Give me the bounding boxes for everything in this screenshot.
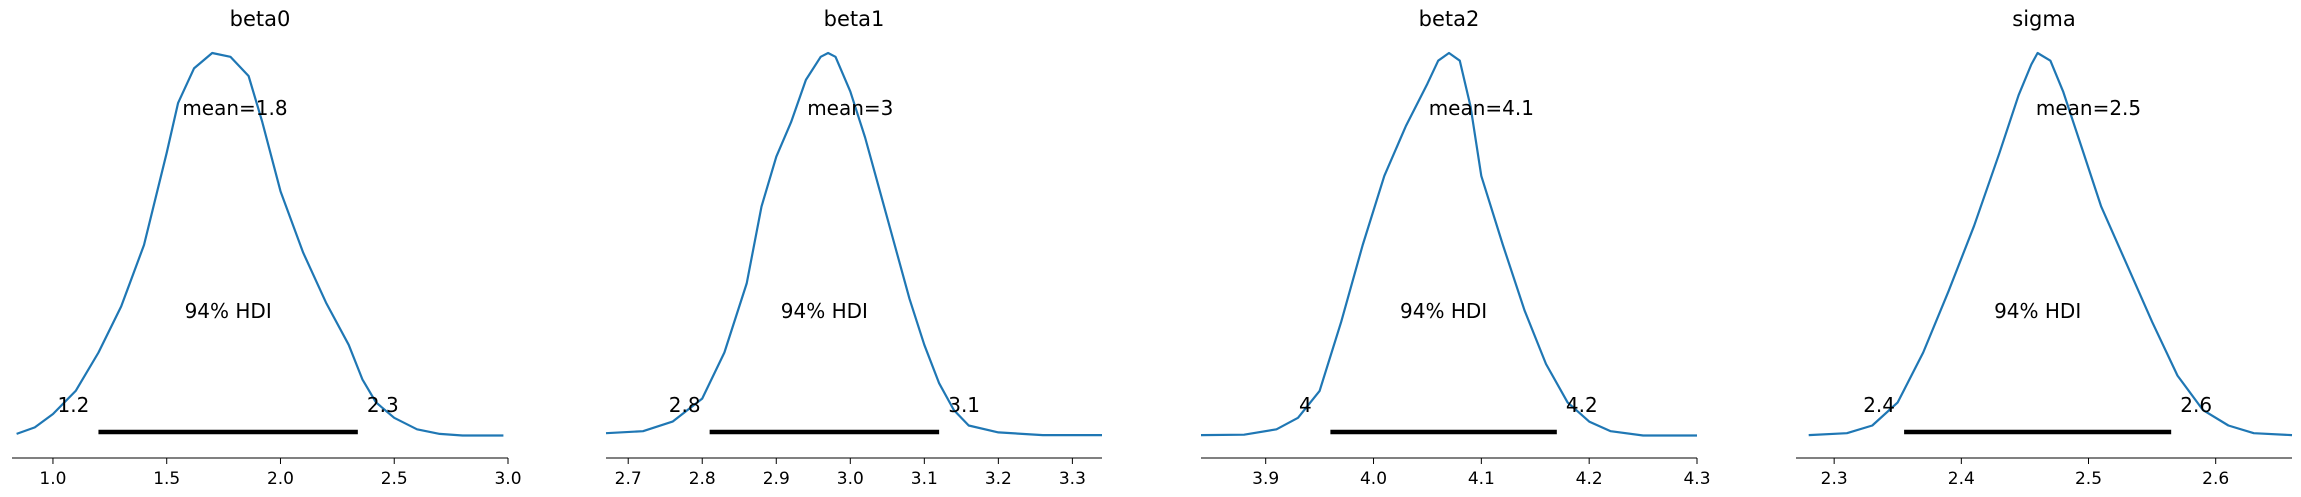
subplot-beta1: beta1 2.7 2.8 2.9 3.0 3.1 3.2 3.3 2.8 3.1 94% HDI m… (605, 7, 1102, 489)
x-tick-label: 4.2 (1576, 469, 1603, 489)
x-tick-label: 2.0 (267, 469, 294, 489)
hdi-low-label: 4 (1299, 393, 1312, 417)
mean-label: mean=1.8 (182, 96, 287, 120)
x-tick-label: 2.5 (381, 469, 408, 489)
x-tick-label: 2.9 (763, 469, 790, 489)
x-tick-label: 3.0 (494, 469, 521, 489)
x-tick-label: 4.3 (1683, 469, 1710, 489)
hdi-label: 94% HDI (185, 299, 272, 323)
x-tick-label: 2.5 (2075, 469, 2102, 489)
subplot-title: sigma (2012, 7, 2075, 31)
hdi-low-label: 2.8 (669, 393, 701, 417)
x-tick-label: 1.0 (39, 469, 66, 489)
mean-label: mean=4.1 (1429, 96, 1534, 120)
x-tick-label: 2.4 (1948, 469, 1975, 489)
hdi-label: 94% HDI (1994, 299, 2081, 323)
hdi-high-label: 3.1 (948, 393, 980, 417)
density-curve (605, 51, 1102, 437)
x-tick-label: 2.3 (1821, 469, 1848, 489)
hdi-high-label: 2.3 (367, 393, 399, 417)
subplot-beta0: beta0 1.0 1.5 2.0 2.5 3.0 1.2 2.3 94% HDI mean=1.… (12, 7, 522, 489)
density-curve (1200, 51, 1697, 437)
hdi-high-label: 4.2 (1566, 393, 1598, 417)
mean-label: mean=3 (807, 96, 893, 120)
hdi-low-label: 2.4 (1863, 393, 1895, 417)
subplot-title: beta1 (824, 7, 885, 31)
subplot-sigma: sigma 2.3 2.4 2.5 2.6 2.4 2.6 94% HDI mean=2.5 (1796, 7, 2293, 489)
x-tick-label: 2.6 (2202, 469, 2229, 489)
subplot-beta2: beta2 3.9 4.0 4.1 4.2 4.3 4 4.2 94% HDI mean=4.1 (1200, 7, 1711, 489)
x-tick-label: 4.1 (1468, 469, 1495, 489)
hdi-label: 94% HDI (781, 299, 868, 323)
x-tick-label: 2.7 (615, 469, 642, 489)
density-curve (1808, 51, 2293, 437)
hdi-low-label: 1.2 (58, 393, 90, 417)
x-tick-label: 2.8 (689, 469, 716, 489)
x-tick-label: 3.0 (837, 469, 864, 489)
subplot-title: beta0 (230, 7, 291, 31)
x-tick-label: 3.2 (985, 469, 1012, 489)
x-tick-label: 4.0 (1360, 469, 1387, 489)
x-tick-label: 3.1 (911, 469, 938, 489)
hdi-high-label: 2.6 (2180, 393, 2212, 417)
hdi-label: 94% HDI (1400, 299, 1487, 323)
mean-label: mean=2.5 (2036, 96, 2141, 120)
subplot-title: beta2 (1419, 7, 1480, 31)
x-tick-label: 1.5 (153, 469, 180, 489)
density-curve (16, 51, 504, 437)
x-tick-label: 3.9 (1252, 469, 1279, 489)
x-tick-label: 3.3 (1059, 469, 1086, 489)
